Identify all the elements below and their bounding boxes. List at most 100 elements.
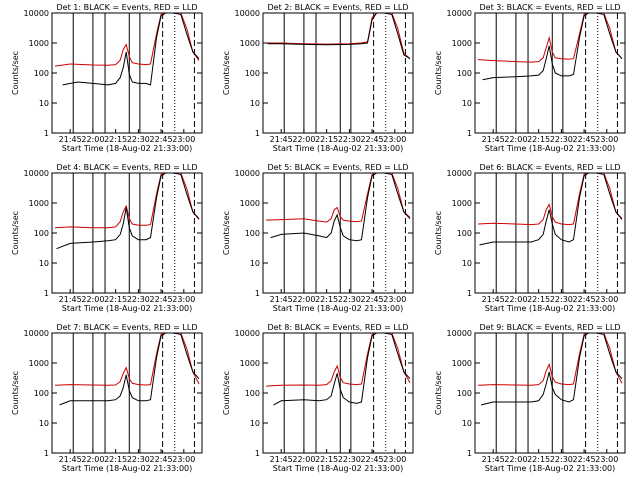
x-axis-label: Start Time (18-Aug-02 21:33:00) [62, 144, 193, 153]
events-series-line [273, 333, 411, 406]
x-tick-label: 22:00 [504, 135, 527, 144]
events-series-line [270, 173, 411, 242]
panel-title: Det 7: BLACK = Events, RED = LLD [57, 323, 198, 332]
y-tick-label: 100 [245, 69, 260, 78]
x-tick-label: 22:45 [361, 295, 384, 304]
events-series-line [480, 333, 623, 406]
x-tick-label: 22:15 [104, 295, 127, 304]
x-tick-label: 22:45 [150, 455, 173, 464]
x-axis-label: Start Time (18-Aug-02 21:33:00) [62, 304, 193, 313]
x-tick-label: 22:00 [292, 455, 315, 464]
lld-series-line [477, 13, 623, 63]
x-tick-label: 23:00 [172, 455, 195, 464]
x-axis-label: Start Time (18-Aug-02 21:33:00) [62, 464, 193, 473]
x-tick-label: 22:45 [361, 455, 384, 464]
x-axis-label: Start Time (18-Aug-02 21:33:00) [273, 144, 404, 153]
y-tick-label: 1 [467, 289, 472, 298]
x-tick-label: 23:00 [595, 135, 618, 144]
x-tick-label: 23:00 [172, 135, 195, 144]
y-tick-label: 1000 [452, 359, 472, 368]
x-tick-label: 21:45 [270, 295, 293, 304]
y-tick-label: 1000 [240, 39, 260, 48]
x-tick-label: 22:45 [573, 455, 596, 464]
lld-series-line [54, 13, 200, 67]
lld-series-line [265, 173, 411, 223]
y-axis-label: Counts/sec [222, 211, 231, 255]
y-tick-label: 1000 [452, 39, 472, 48]
y-tick-label: 100 [457, 389, 472, 398]
y-tick-label: 10000 [24, 329, 49, 338]
x-tick-label: 22:30 [550, 135, 573, 144]
y-tick-label: 100 [245, 229, 260, 238]
y-tick-label: 1000 [29, 199, 49, 208]
x-tick-label: 22:15 [104, 455, 127, 464]
x-tick-label: 22:00 [81, 455, 104, 464]
lld-series-line [477, 333, 623, 386]
x-tick-label: 21:45 [482, 455, 505, 464]
y-tick-label: 100 [457, 69, 472, 78]
y-tick-label: 10000 [24, 169, 49, 178]
x-tick-label: 22:30 [550, 295, 573, 304]
y-tick-label: 10 [39, 419, 49, 428]
y-tick-label: 10 [462, 99, 472, 108]
lld-series-line [54, 173, 200, 229]
panel-title: Det 8: BLACK = Events, RED = LLD [268, 323, 409, 332]
x-tick-label: 22:00 [81, 135, 104, 144]
x-tick-label: 22:30 [127, 455, 150, 464]
detector-panel-9: Det 9: BLACK = Events, RED = LLD Counts/s… [434, 323, 626, 473]
x-tick-label: 22:00 [292, 295, 315, 304]
y-tick-label: 1000 [29, 359, 49, 368]
x-tick-label: 23:00 [595, 455, 618, 464]
x-tick-label: 21:45 [59, 295, 82, 304]
x-tick-label: 22:45 [150, 295, 173, 304]
x-axis-label: Start Time (18-Aug-02 21:33:00) [273, 304, 404, 313]
events-series-line [267, 13, 411, 60]
lld-series-line [54, 333, 200, 386]
x-tick-label: 22:30 [338, 135, 361, 144]
x-tick-label: 23:00 [595, 295, 618, 304]
detector-panel-7: Det 7: BLACK = Events, RED = LLD Counts/s… [11, 323, 203, 473]
y-tick-label: 10 [250, 419, 260, 428]
plot-frame [51, 12, 203, 134]
y-tick-label: 1 [467, 129, 472, 138]
y-tick-label: 1 [255, 129, 260, 138]
events-series-line [482, 13, 623, 81]
x-tick-label: 22:30 [338, 295, 361, 304]
y-tick-label: 10000 [447, 9, 472, 18]
x-tick-label: 22:15 [527, 135, 550, 144]
y-tick-label: 10000 [447, 329, 472, 338]
x-tick-label: 23:00 [383, 295, 406, 304]
detector-panel-4: Det 4: BLACK = Events, RED = LLD Counts/s… [11, 163, 203, 313]
events-series-line [62, 13, 200, 86]
x-tick-label: 22:15 [104, 135, 127, 144]
y-tick-label: 1 [44, 129, 49, 138]
plot-frame [51, 172, 203, 294]
x-tick-label: 22:15 [527, 295, 550, 304]
x-tick-label: 22:30 [127, 295, 150, 304]
panel-title: Det 9: BLACK = Events, RED = LLD [480, 323, 621, 332]
panel-title: Det 2: BLACK = Events, RED = LLD [268, 3, 409, 12]
panel-title: Det 3: BLACK = Events, RED = LLD [480, 3, 621, 12]
y-tick-label: 1 [44, 449, 49, 458]
x-tick-label: 22:15 [315, 135, 338, 144]
x-tick-label: 22:00 [81, 295, 104, 304]
y-tick-label: 1 [44, 289, 49, 298]
y-tick-label: 1 [255, 289, 260, 298]
y-tick-label: 10000 [235, 169, 260, 178]
y-axis-label: Counts/sec [222, 51, 231, 95]
plot-frame [51, 332, 203, 454]
y-tick-label: 100 [34, 389, 49, 398]
y-tick-label: 10000 [235, 9, 260, 18]
y-tick-label: 1000 [240, 199, 260, 208]
y-tick-label: 10 [39, 99, 49, 108]
panel-title: Det 1: BLACK = Events, RED = LLD [57, 3, 198, 12]
plot-frame [262, 172, 414, 294]
x-tick-label: 23:00 [383, 455, 406, 464]
x-tick-label: 22:30 [550, 455, 573, 464]
y-tick-label: 1000 [240, 359, 260, 368]
x-tick-label: 22:45 [361, 135, 384, 144]
x-tick-label: 22:30 [338, 455, 361, 464]
lld-series-line [477, 173, 623, 226]
x-tick-label: 21:45 [482, 135, 505, 144]
